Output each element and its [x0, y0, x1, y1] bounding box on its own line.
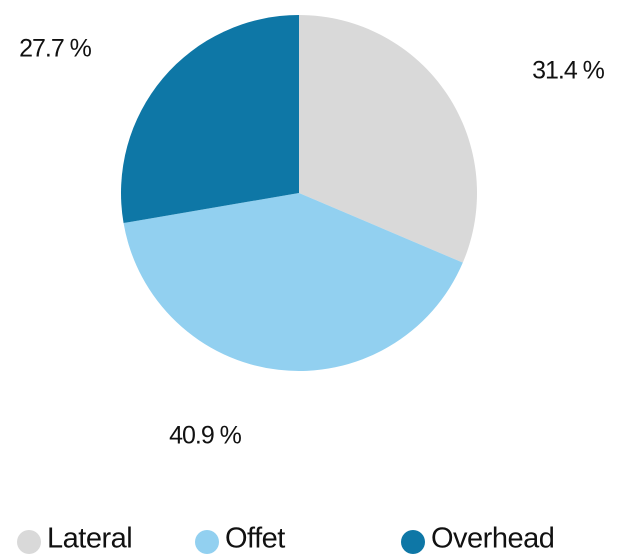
legend-swatch: [401, 530, 425, 554]
pie-slice: [299, 15, 477, 263]
value-label: 31.4 %: [532, 57, 605, 85]
legend-label: Lateral: [47, 523, 132, 554]
pie-slice: [123, 193, 463, 371]
value-label: 40.9 %: [169, 422, 242, 450]
pie-slice: [120, 15, 299, 224]
legend-swatch: [17, 530, 41, 554]
value-label: 27.7 %: [19, 35, 92, 63]
legend-swatch: [195, 530, 219, 554]
legend-label: Offet: [225, 523, 285, 554]
legend-label: Overhead: [431, 523, 554, 554]
